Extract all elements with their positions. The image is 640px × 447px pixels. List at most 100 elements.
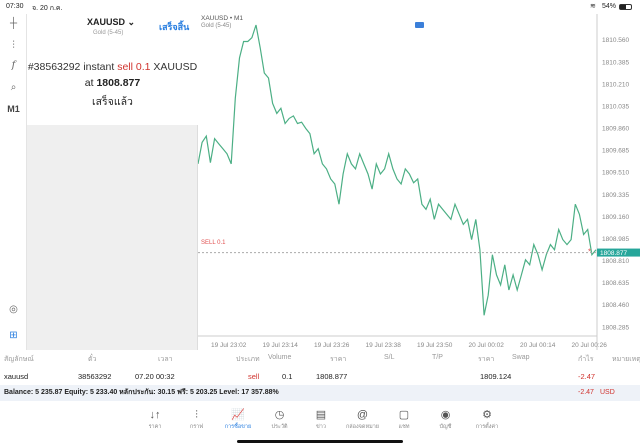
order-price-line: at 1808.877 (84, 77, 141, 89)
cell-cur_price: 1809.124 (480, 372, 512, 381)
new-order-icon[interactable]: ⊞ (9, 330, 18, 341)
column-header[interactable]: หมายเหตุ (612, 356, 640, 363)
nav-label: การซื้อขาย (224, 424, 252, 430)
chart-title: XAUUSD • M1 (201, 15, 244, 22)
cell-symbol: xauusd (4, 372, 29, 381)
sell-line-label: SELL 0.1 (201, 240, 226, 246)
nav-6[interactable]: ▢ แชท (384, 408, 424, 431)
price-chart[interactable]: XAUUSD • M1 Gold (5-45) 1810.560 1810.385… (198, 14, 640, 350)
nav-icon: ▢ (398, 409, 410, 421)
nav-label: กล่องจดหมาย (345, 424, 380, 430)
crosshair-icon[interactable]: ┼ (9, 18, 18, 29)
function-icon[interactable]: f (11, 60, 16, 71)
cell-time: 07.20 00:32 (135, 372, 175, 381)
column-header[interactable]: เวลา (158, 356, 173, 363)
x-tick-label: 20 Jul 00:26 (572, 342, 608, 349)
y-tick-label: 1809.160 (602, 214, 629, 221)
column-header[interactable]: สัญลักษณ์ (4, 356, 34, 363)
y-tick-label: 1808.985 (602, 236, 629, 243)
y-tick-label: 1809.685 (602, 148, 629, 155)
x-tick-label: 19 Jul 23:14 (263, 342, 299, 349)
order-result-panel: XAUUSD ⌄ Gold (5-45) เสร็จสิ้น #38563292… (27, 14, 198, 350)
left-toolbar: ┼ ⫶ f ⌕ M1 ◎ ⊞ (0, 14, 27, 350)
done-button[interactable]: เสร็จสิ้น (159, 22, 190, 32)
order-message: #38563292 instant sell 0.1 XAUUSD (27, 61, 198, 73)
nav-7[interactable]: ◉ บัญชี (426, 408, 466, 431)
flag-icon (415, 22, 424, 28)
nav-icon: ◷ (274, 409, 285, 421)
x-tick-label: 19 Jul 23:02 (211, 342, 247, 349)
symbol-selector[interactable]: XAUUSD ⌄ (87, 17, 136, 27)
nav-label: การตั้งค่า (475, 424, 499, 430)
y-tick-label: 1808.285 (602, 324, 629, 331)
nav-4[interactable]: ▤ ข่าว (301, 408, 341, 431)
column-header[interactable]: T/P (432, 354, 443, 361)
column-header[interactable]: กำไร (578, 356, 594, 363)
column-header[interactable]: ราคา (478, 356, 495, 363)
cell-volume: 0.1 (282, 372, 293, 381)
x-tick-label: 19 Jul 23:38 (366, 342, 402, 349)
battery-icon (619, 4, 632, 10)
x-tick-label: 19 Jul 23:26 (314, 342, 350, 349)
nav-5[interactable]: @ กล่องจดหมาย (343, 408, 383, 431)
column-header[interactable]: ประเภท (236, 356, 260, 363)
x-tick-label: 20 Jul 00:14 (520, 342, 556, 349)
nav-icon: ↓↑ (149, 409, 161, 421)
y-tick-label: 1810.560 (602, 37, 629, 44)
y-tick-label: 1809.335 (602, 192, 629, 199)
nav-2[interactable]: 📈 การซื้อขาย (218, 408, 258, 431)
column-header[interactable]: ราคา (330, 356, 347, 363)
nav-icon: ⫶ (195, 409, 198, 421)
column-header[interactable]: S/L (384, 354, 395, 361)
nav-label: ราคา (148, 424, 162, 430)
cell-profit: -2.47 (578, 372, 596, 381)
battery-percent: 54% (602, 3, 617, 10)
y-tick-label: 1809.510 (602, 170, 629, 177)
home-indicator (237, 440, 403, 443)
nav-icon: 📈 (231, 409, 245, 421)
nav-label: กราฟ (189, 424, 204, 430)
nav-label: แชท (398, 424, 410, 430)
y-tick-label: 1808.635 (602, 280, 629, 287)
x-tick-label: 20 Jul 00:02 (469, 342, 505, 349)
column-header[interactable]: Volume (268, 354, 292, 361)
nav-icon: ⚙ (482, 409, 492, 421)
status-date: จ. 20 ก.ค. (32, 5, 63, 12)
cell-ticket: 38563292 (78, 372, 112, 381)
y-tick-label: 1810.210 (602, 81, 629, 88)
timeframe-button[interactable]: M1 (7, 104, 20, 114)
nav-icon: ▤ (315, 409, 327, 421)
nav-0[interactable]: ↓↑ ราคา (135, 408, 175, 431)
column-header[interactable]: ตั๋ว (88, 356, 97, 363)
symbol-description: Gold (5-45) (93, 30, 124, 36)
nav-label: ประวัติ (271, 424, 288, 430)
current-price-label: 1808.877 (600, 250, 627, 257)
y-tick-label: 1810.035 (602, 103, 629, 110)
chart-canvas: 1810.560 1810.385 1810.210 1810.035 1809.860… (198, 14, 640, 350)
nav-label: ข่าว (316, 424, 326, 430)
column-header[interactable]: Swap (512, 354, 530, 361)
order-status: เสร็จแล้ว (92, 96, 133, 108)
cell-type: sell (248, 372, 260, 381)
total-profit: -2.47 (578, 389, 594, 396)
nav-8[interactable]: ⚙ การตั้งค่า (467, 408, 507, 431)
y-tick-label: 1808.460 (602, 302, 629, 309)
currency: USD (600, 389, 615, 396)
nav-3[interactable]: ◷ ประวัติ (260, 408, 300, 431)
price-line (198, 24, 597, 316)
balance-bar: Balance: 5 235.87 Equity: 5 233.40 หลักป… (0, 385, 640, 401)
x-tick-label: 19 Jul 23:50 (417, 342, 453, 349)
objects-icon[interactable]: ⌕ (10, 82, 17, 93)
nav-icon: ◉ (440, 409, 451, 421)
y-tick-label: 1810.385 (602, 59, 629, 66)
wifi-icon: ≋ (590, 3, 596, 10)
cell-price: 1808.877 (316, 372, 348, 381)
candlestick-icon[interactable]: ⫶ (12, 40, 15, 51)
chart-subtitle: Gold (5-45) (201, 23, 232, 29)
nav-1[interactable]: ⫶ กราฟ (177, 408, 217, 431)
indicator-icon[interactable]: ◎ (9, 304, 18, 315)
y-tick-label: 1808.810 (602, 258, 629, 265)
sell-marker-icon: * (588, 248, 591, 257)
nav-icon: @ (356, 409, 369, 421)
balance-text: Balance: 5 235.87 Equity: 5 233.40 หลักป… (4, 389, 279, 396)
